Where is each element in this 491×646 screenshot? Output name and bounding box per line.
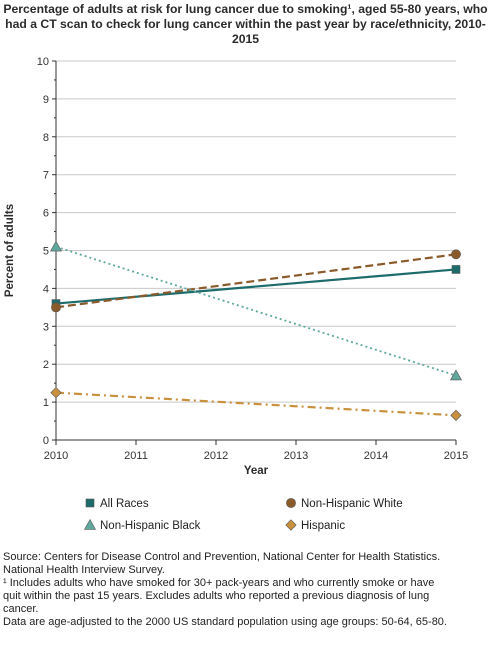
y-tick-label: 8 (43, 132, 49, 144)
chart-title-line: had a CT scan to check for lung cancer w… (5, 17, 486, 31)
legend-item: Non-Hispanic Black (83, 518, 201, 532)
point-marker (51, 302, 61, 313)
x-tick-label: 2011 (124, 450, 148, 462)
series-layer (49, 240, 463, 421)
legend-label: All Races (100, 498, 149, 510)
point-marker (286, 498, 296, 508)
line-chart: 0 1 2 3 4 5 6 7 8 9 10 2010 2011 2012 2013 2014 2015 Yea… (4, 56, 468, 532)
legend-item: Non-Hispanic White (286, 498, 403, 510)
point-marker (285, 519, 297, 531)
point-marker (450, 409, 462, 421)
footnote-line: ¹ Includes adults who have smoked for 30… (3, 577, 435, 589)
y-tick-label: 1 (43, 397, 49, 409)
legend-label: Non-Hispanic White (301, 498, 403, 510)
footnote-line: Source: Centers for Disease Control and … (3, 551, 441, 563)
series-non-hispanic-black (49, 240, 463, 381)
x-tick-label: 2013 (284, 450, 308, 462)
y-tick-label: 6 (43, 208, 49, 220)
chart-title: Percentage of adults at risk for lung ca… (0, 2, 491, 47)
y-tick-label: 9 (43, 94, 49, 106)
y-tick-label: 2 (43, 359, 49, 371)
footnote-line: cancer. (3, 603, 39, 615)
series-line (55, 245, 457, 377)
y-tick-label: 10 (37, 56, 49, 68)
x-axis-title: Year (244, 465, 269, 477)
point-marker (85, 498, 95, 508)
x-tick-label: 2010 (44, 450, 68, 462)
footnote-line: National Health Interview Survey. (3, 564, 165, 576)
chart-title-line: 2015 (231, 32, 260, 46)
legend-label: Non-Hispanic Black (100, 520, 201, 532)
footnotes: Source: Centers for Disease Control and … (3, 551, 489, 629)
point-marker (83, 518, 97, 530)
footnote-line: Data are age-adjusted to the 2000 US sta… (3, 616, 447, 628)
point-marker (49, 240, 63, 252)
x-tick-label: 2015 (444, 450, 468, 462)
y-axis-title: Percent of adults (4, 204, 16, 297)
y-tick-label: 4 (43, 283, 49, 295)
series-all-races (51, 265, 461, 308)
legend: All Races Non-Hispanic White Non-Hispanic … (83, 498, 403, 532)
y-tick-label: 5 (43, 246, 49, 258)
grid-lines (56, 60, 456, 403)
series-hispanic (50, 387, 462, 421)
point-marker (451, 249, 461, 260)
series-non-hispanic-white (51, 249, 461, 313)
series-line (55, 391, 457, 417)
footnote-line: quit within the past 15 years. Excludes … (3, 590, 430, 602)
legend-item: All Races (85, 498, 149, 510)
y-tick-label: 3 (43, 321, 49, 333)
chart-title-line: Percentage of adults at risk for lung ca… (3, 2, 488, 16)
point-marker (50, 387, 62, 399)
legend-label: Hispanic (301, 520, 345, 532)
x-tick-label: 2012 (204, 450, 228, 462)
legend-item: Hispanic (285, 519, 345, 532)
point-marker (449, 369, 463, 381)
y-tick-label: 0 (43, 435, 49, 447)
series-line (55, 253, 457, 309)
axes: 0 1 2 3 4 5 6 7 8 9 10 2010 2011 2012 2013 2014 2015 (37, 56, 468, 462)
y-tick-label: 7 (43, 170, 49, 182)
x-tick-label: 2014 (364, 450, 388, 462)
point-marker (451, 265, 461, 274)
